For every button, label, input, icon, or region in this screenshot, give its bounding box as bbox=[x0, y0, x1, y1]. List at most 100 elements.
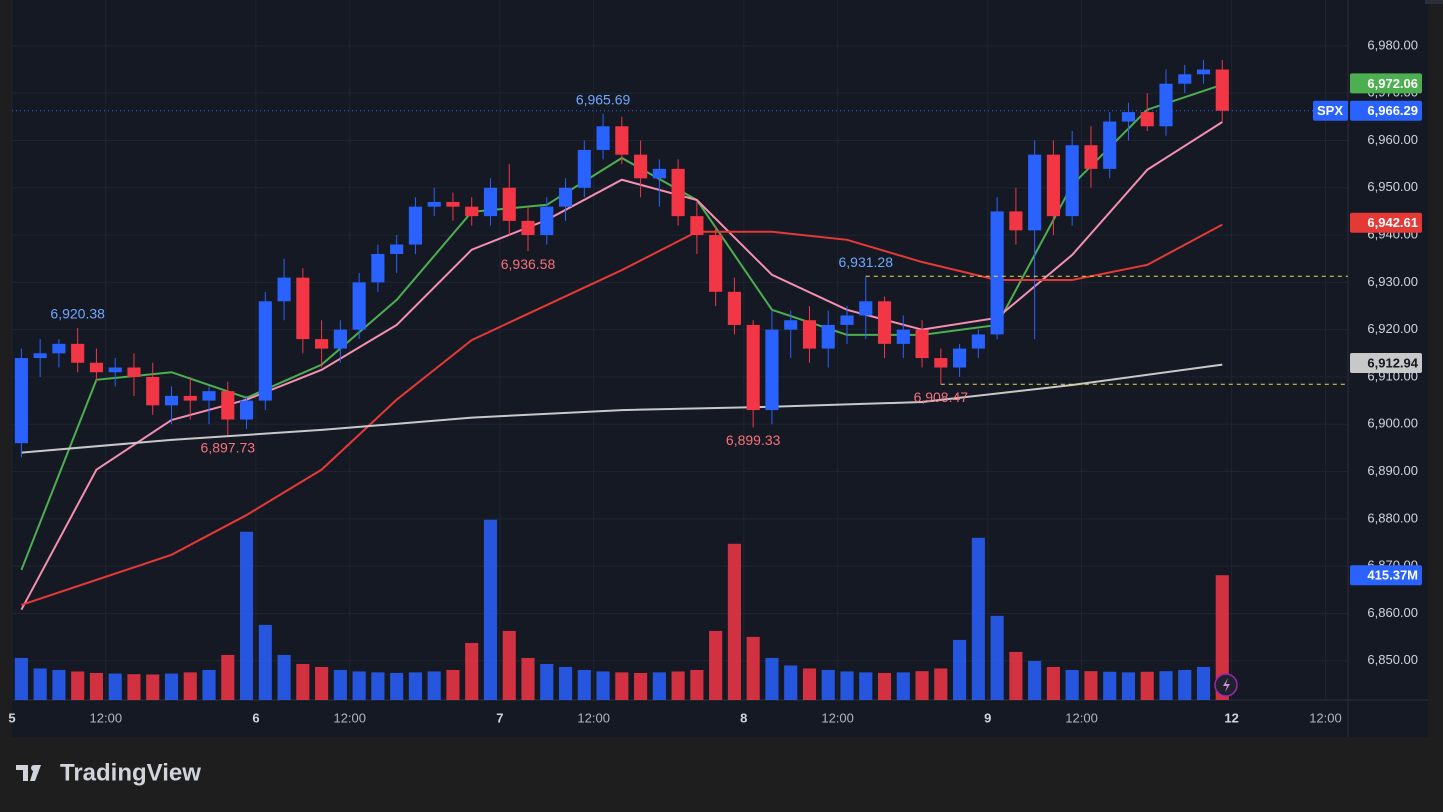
x-tick-label: 12:00 bbox=[821, 710, 854, 725]
ma-price-tag-box bbox=[1350, 353, 1422, 374]
candle-body bbox=[33, 353, 47, 359]
volume-bar bbox=[14, 657, 28, 700]
extreme-label: 6,931.28 bbox=[839, 254, 894, 270]
y-tick-label: 6,890.00 bbox=[1367, 463, 1418, 478]
x-tick-label: 12:00 bbox=[1309, 710, 1342, 725]
extreme-label: 6,965.69 bbox=[576, 91, 631, 107]
volume-bar bbox=[802, 668, 817, 700]
volume-bar bbox=[521, 657, 535, 700]
volume-bar bbox=[408, 672, 422, 700]
brand-name: TradingView bbox=[60, 759, 201, 786]
volume-bar bbox=[652, 672, 666, 700]
candle-body bbox=[859, 301, 873, 316]
x-day-label: 5 bbox=[8, 710, 15, 725]
volume-bar bbox=[540, 663, 554, 700]
volume-bar bbox=[277, 654, 291, 700]
candle-body bbox=[1009, 211, 1023, 231]
extreme-label: 6,936.58 bbox=[501, 256, 556, 272]
volume-bar bbox=[333, 669, 347, 700]
x-day-label: 6 bbox=[252, 710, 259, 725]
volume-tag-box bbox=[1350, 565, 1422, 586]
candle-body bbox=[1103, 121, 1117, 169]
volume-bar bbox=[859, 672, 873, 700]
volume-bar bbox=[1028, 660, 1042, 700]
volume-bar bbox=[1065, 669, 1079, 700]
volume-bar bbox=[634, 672, 648, 700]
y-tick-label: 6,920.00 bbox=[1367, 321, 1418, 336]
volume-bar bbox=[390, 672, 404, 700]
candle-body bbox=[296, 277, 310, 340]
volume-bar bbox=[615, 672, 629, 700]
volume-bar bbox=[896, 672, 910, 700]
volume-bar bbox=[709, 630, 723, 700]
candle-body bbox=[915, 329, 929, 359]
volume-bar bbox=[953, 639, 967, 700]
candle-body bbox=[671, 168, 685, 217]
candle-body bbox=[690, 216, 704, 236]
candle-body bbox=[540, 206, 554, 236]
volume-bar bbox=[840, 671, 854, 700]
candle-body bbox=[108, 367, 122, 373]
moving-average-line bbox=[21, 363, 1223, 454]
candle-body bbox=[1215, 69, 1229, 111]
extreme-label: 6,897.73 bbox=[201, 440, 256, 456]
y-tick-label: 6,860.00 bbox=[1367, 605, 1418, 620]
volume-bar bbox=[1140, 671, 1154, 700]
candle-body bbox=[239, 400, 254, 420]
volume-bar bbox=[821, 669, 835, 700]
volume-bar bbox=[71, 671, 85, 700]
volume-bar bbox=[446, 669, 460, 700]
candle-body bbox=[784, 320, 798, 330]
candle-body bbox=[502, 187, 516, 221]
volume-tag: 415.37M bbox=[1367, 568, 1418, 583]
moving-average-line bbox=[21, 223, 1223, 606]
candle-body bbox=[1196, 69, 1211, 75]
volume-bar bbox=[1121, 672, 1136, 700]
x-tick-label: 12:00 bbox=[90, 710, 123, 725]
price-tag-box bbox=[1350, 100, 1422, 121]
volume-bar bbox=[465, 642, 479, 700]
volume-bar bbox=[990, 615, 1004, 700]
volume-bar bbox=[33, 668, 47, 700]
candle-body bbox=[14, 358, 28, 444]
candle-body bbox=[802, 320, 817, 349]
candle-body bbox=[896, 329, 910, 344]
volume-bar bbox=[52, 669, 66, 700]
candle-body bbox=[183, 395, 197, 401]
symbol-tag-box bbox=[1313, 100, 1348, 121]
candle-body bbox=[596, 126, 610, 150]
volume-bar bbox=[934, 668, 948, 700]
volume-bar bbox=[1215, 575, 1229, 700]
candle-body bbox=[52, 343, 66, 354]
y-tick-label: 6,850.00 bbox=[1367, 652, 1418, 667]
volume-bar bbox=[1084, 671, 1098, 700]
candle-body bbox=[427, 201, 441, 207]
candle-body bbox=[1121, 112, 1136, 122]
volume-bar bbox=[108, 673, 122, 700]
volume-bar bbox=[1196, 666, 1211, 700]
volume-bar bbox=[877, 672, 892, 700]
volume-bar bbox=[765, 657, 779, 700]
volume-bar bbox=[915, 671, 929, 700]
volume-bar bbox=[352, 671, 366, 700]
candle-body bbox=[1028, 154, 1042, 231]
volume-bar bbox=[577, 669, 591, 700]
x-tick-label: 12:00 bbox=[1065, 710, 1098, 725]
candle-body bbox=[521, 220, 535, 236]
volume-bar bbox=[315, 666, 329, 700]
volume-bar bbox=[427, 671, 441, 700]
volume-bar bbox=[558, 666, 573, 700]
candle-body bbox=[333, 329, 347, 349]
candle-body bbox=[277, 277, 291, 302]
candle-body bbox=[1178, 74, 1192, 84]
replay-button[interactable] bbox=[1214, 673, 1238, 697]
volume-bar bbox=[1046, 666, 1060, 700]
volume-bar bbox=[690, 669, 704, 700]
y-tick-label: 6,980.00 bbox=[1367, 37, 1418, 52]
x-day-label: 8 bbox=[740, 710, 747, 725]
extreme-label: 6,908.47 bbox=[914, 389, 969, 405]
volume-bar bbox=[89, 672, 104, 700]
y-tick-label: 6,930.00 bbox=[1367, 274, 1418, 289]
